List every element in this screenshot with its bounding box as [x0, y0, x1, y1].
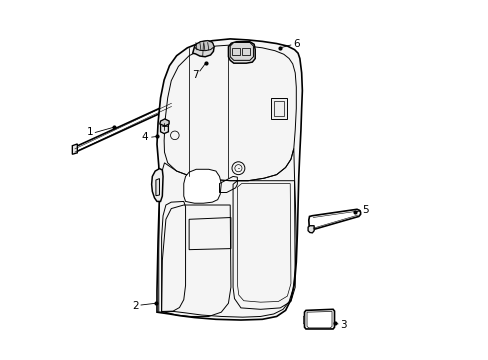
Polygon shape	[160, 120, 168, 134]
Text: 4: 4	[142, 132, 148, 142]
Polygon shape	[307, 226, 313, 233]
Polygon shape	[304, 309, 334, 329]
Polygon shape	[192, 41, 214, 57]
Polygon shape	[194, 41, 214, 51]
Text: 1: 1	[87, 127, 93, 138]
Polygon shape	[228, 42, 255, 63]
Text: 6: 6	[292, 39, 299, 49]
Polygon shape	[151, 168, 163, 202]
Polygon shape	[271, 98, 286, 119]
Text: 7: 7	[191, 69, 198, 80]
Polygon shape	[160, 119, 169, 126]
Polygon shape	[230, 42, 253, 60]
Polygon shape	[183, 169, 221, 203]
Polygon shape	[308, 209, 360, 229]
Polygon shape	[73, 102, 173, 153]
Polygon shape	[303, 316, 304, 324]
Polygon shape	[156, 179, 159, 196]
Polygon shape	[157, 39, 302, 320]
Text: 3: 3	[340, 320, 346, 330]
Polygon shape	[72, 144, 77, 154]
Text: 2: 2	[132, 301, 139, 311]
Text: 5: 5	[362, 205, 368, 215]
